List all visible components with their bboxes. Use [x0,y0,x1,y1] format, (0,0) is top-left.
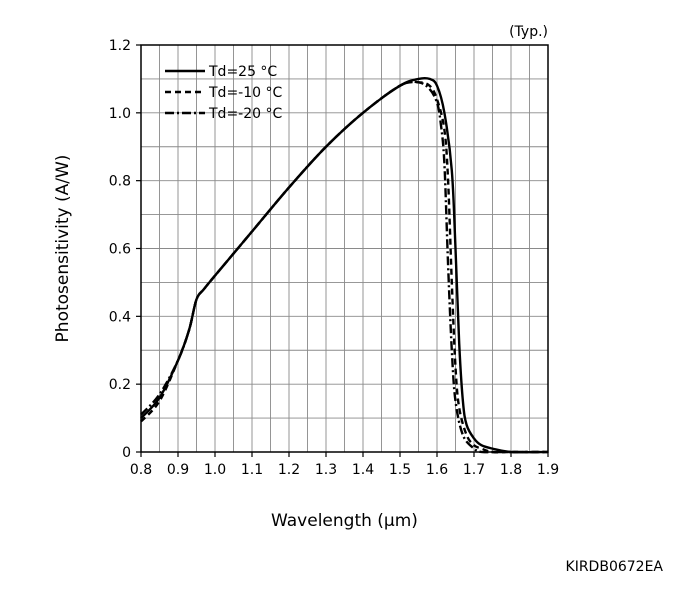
series-line-2 [140,80,548,454]
x-tick-label: 1.8 [500,462,522,478]
y-tick-label: 0.4 [109,309,131,325]
chart-series-group [140,76,549,454]
y-axis-title: Photosensitivity (A/W) [53,155,73,343]
series-line-3 [140,80,548,454]
x-tick-label: 0.9 [167,462,189,478]
legend-label-1: Td=25 °C [208,64,277,80]
x-tick-label: 1.4 [352,462,374,478]
y-tick-label: 1.0 [109,106,131,122]
x-tick-label: 0.8 [130,462,152,478]
x-tick-label: 1.1 [241,462,263,478]
x-tick-label: 1.0 [204,462,226,478]
chart-ticks: 0.8 0.9 1.0 1.1 1.2 1.3 1.4 1.5 1.6 1.7 1.8 1.9 0 0.2… [109,38,559,478]
x-tick-label: 1.2 [278,462,300,478]
legend-label-3: Td=-20 °C [208,106,282,122]
y-tick-label: 0 [122,445,131,461]
y-tick-label: 0.8 [109,174,131,190]
typical-note: (Typ.) [509,24,548,40]
y-tick-label: 1.2 [109,38,131,54]
x-tick-label: 1.9 [537,462,559,478]
x-axis-title: Wavelength (µm) [271,511,418,531]
x-tick-label: 1.3 [315,462,337,478]
chart-grid [141,45,548,452]
figure-id-label: KIRDB0672EA [566,559,664,575]
y-tick-label: 0.6 [109,242,131,258]
chart-legend: Td=25 °C Td=-10 °C Td=-20 °C [165,64,282,122]
x-tick-label: 1.5 [389,462,411,478]
y-tick-label: 0.2 [109,377,131,393]
legend-label-2: Td=-10 °C [208,85,282,101]
x-tick-label: 1.6 [426,462,448,478]
x-tick-label: 1.7 [463,462,485,478]
